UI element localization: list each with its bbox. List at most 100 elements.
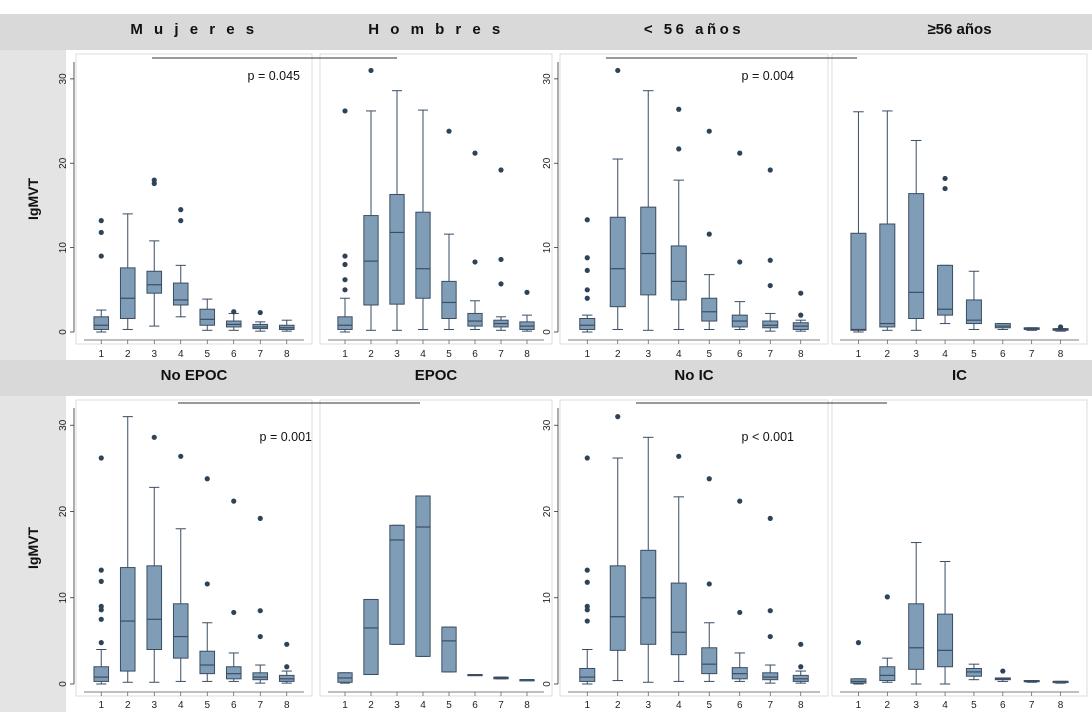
box-2	[119, 213, 136, 330]
panel-frame	[831, 399, 1088, 697]
x-tick-label: 6	[1000, 700, 1006, 711]
box-iqr	[93, 666, 110, 682]
box-iqr	[879, 666, 896, 682]
x-tick-label: 5	[971, 700, 977, 711]
outlier-point	[98, 567, 104, 573]
y-tick-label: 30	[58, 419, 69, 431]
box-iqr	[119, 567, 136, 672]
y-tick-label: 10	[58, 242, 69, 254]
box-8	[519, 289, 535, 332]
box-iqr	[389, 193, 405, 305]
outlier-point	[231, 309, 237, 315]
x-tick-label: 1	[98, 700, 104, 711]
box-iqr	[172, 603, 189, 659]
box-iqr	[937, 613, 954, 668]
outlier-point	[342, 261, 348, 268]
box-7	[762, 515, 779, 684]
outlier-point	[676, 146, 682, 152]
outlier-point	[368, 67, 374, 74]
box-3	[146, 177, 163, 327]
y-tick-label: 10	[58, 592, 69, 604]
y-tick-label: 20	[542, 506, 553, 518]
outlier-point	[231, 498, 237, 504]
outlier-point	[798, 641, 804, 647]
outlier-point	[584, 579, 590, 585]
outlier-point	[584, 567, 590, 573]
x-tick-label: 8	[284, 700, 290, 711]
box-iqr	[467, 312, 483, 327]
box-iqr	[415, 211, 431, 299]
box-4	[415, 495, 431, 657]
box-6	[467, 150, 483, 330]
outlier-point	[676, 453, 682, 459]
outlier-point	[767, 282, 773, 289]
x-tick-label: 7	[257, 349, 263, 360]
box-1	[579, 455, 596, 685]
outlier-point	[342, 253, 348, 259]
y-tick-label: 0	[542, 329, 553, 335]
panel-frame	[75, 399, 313, 697]
panel-frame	[319, 53, 553, 345]
x-tick-label: 7	[767, 349, 773, 360]
x-tick-label: 6	[737, 700, 743, 711]
x-tick-label: 8	[284, 349, 290, 360]
panel-frame	[319, 399, 553, 697]
x-tick-label: 4	[178, 349, 184, 360]
chart-group-top-right: < 56 años 0 10 20 30 1 2 3 4 5 6 7 8 ≥56 años 1 2 3 4 5 6 7 8…	[542, 21, 1088, 360]
box-iqr	[93, 316, 110, 330]
x-tick-label: 2	[615, 349, 621, 360]
x-tick-label: 1	[856, 349, 862, 360]
box-8	[519, 679, 535, 682]
outlier-point	[767, 633, 773, 640]
box-3	[389, 90, 405, 331]
box-8	[278, 319, 295, 332]
outlier-point	[767, 515, 773, 522]
panel-frame	[75, 53, 313, 345]
outlier-point	[942, 185, 948, 192]
panel-title: No IC	[674, 367, 713, 384]
outlier-point	[257, 608, 263, 614]
box-5	[965, 663, 982, 681]
panel-ic: IC 1 2 3 4 5 6 7 8	[831, 367, 1088, 711]
panel-hombres: H o m b r e s 1 2 3 4 5 6 7 8	[319, 21, 553, 360]
x-tick-label: 3	[913, 349, 919, 360]
box-1	[579, 217, 596, 333]
outlier-point	[676, 106, 682, 112]
outlier-point	[942, 175, 948, 182]
x-tick-label: 5	[971, 349, 977, 360]
y-tick-label: 10	[542, 592, 553, 604]
box-1	[850, 111, 867, 333]
x-tick-label: 5	[706, 349, 712, 360]
outlier-point	[524, 289, 530, 295]
outlier-point	[178, 453, 184, 459]
p-value-label: p = 0.004	[742, 69, 795, 83]
x-tick-label: 6	[472, 700, 478, 711]
outlier-point	[151, 434, 157, 440]
outlier-point	[798, 664, 804, 670]
box-5	[441, 626, 457, 673]
box-iqr	[146, 270, 163, 294]
x-tick-label: 4	[676, 700, 682, 711]
box-iqr	[252, 672, 269, 681]
outlier-point	[584, 255, 590, 261]
outlier-point	[498, 256, 504, 263]
y-tick-label: 20	[58, 157, 69, 169]
outlier-point	[257, 633, 263, 640]
outlier-point	[706, 476, 712, 482]
box-iqr	[965, 299, 982, 325]
ylabel-band-bottom	[0, 396, 66, 712]
outlier-point	[342, 287, 348, 293]
panel-title: H o m b r e s	[368, 21, 504, 38]
box-1	[850, 640, 867, 685]
outlier-point	[342, 108, 348, 114]
box-iqr	[850, 232, 867, 331]
y-tick-label: 10	[542, 242, 553, 254]
box-iqr	[609, 216, 626, 308]
x-tick-label: 1	[342, 349, 348, 360]
y-tick-label: 0	[58, 681, 69, 687]
panel-title: IC	[952, 367, 967, 384]
box-iqr	[441, 626, 457, 673]
outlier-point	[498, 281, 504, 287]
x-tick-label: 6	[737, 349, 743, 360]
x-tick-label: 3	[394, 349, 400, 360]
